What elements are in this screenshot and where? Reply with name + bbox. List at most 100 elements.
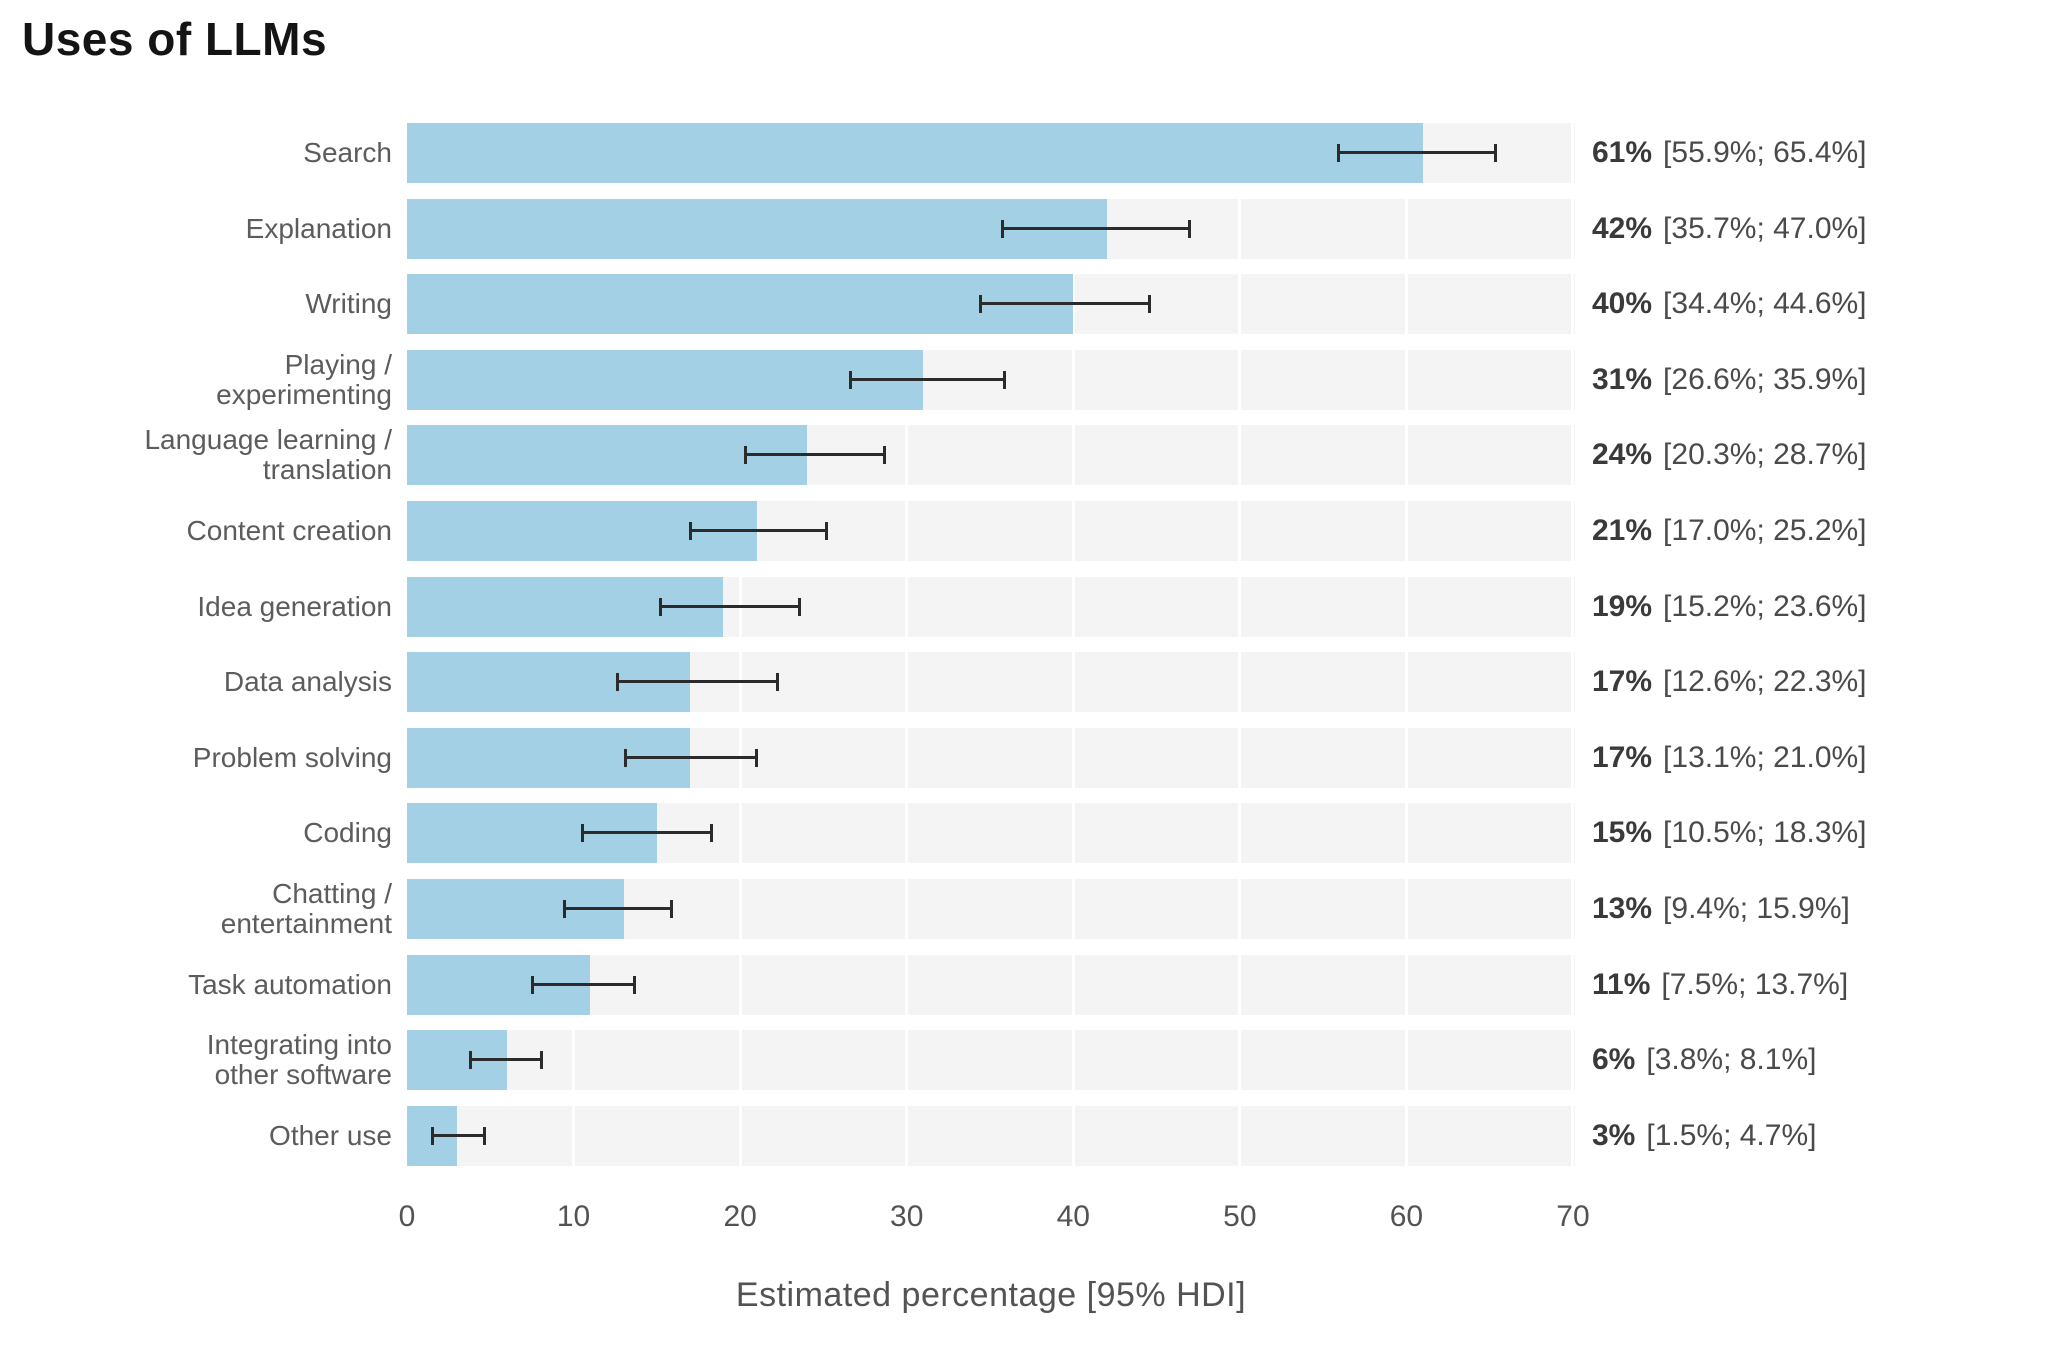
error-bar-cap-right (754, 748, 758, 767)
gridline (738, 803, 742, 864)
x-tick-label: 10 (556, 1200, 591, 1233)
gridline (905, 954, 909, 1015)
error-bar-line (850, 377, 1005, 381)
value-percent: 17% (1592, 665, 1653, 699)
error-bar-line (745, 453, 886, 457)
category-label: Chatting / entertainment (0, 879, 392, 939)
x-tick-label: 60 (1389, 1200, 1424, 1233)
gridline (738, 954, 742, 1015)
error-bar (615, 652, 780, 712)
gridline (1071, 652, 1075, 713)
error-bar-cap-right (1147, 295, 1151, 314)
gridline (1404, 803, 1408, 864)
category-label: Coding (0, 803, 392, 863)
gridline (1404, 274, 1408, 335)
gridline (1071, 1030, 1075, 1091)
chart-title: Uses of LLMs (22, 13, 328, 65)
gridline (1571, 274, 1575, 335)
error-bar-cap-left (1000, 219, 1004, 238)
value-label: 11% [7.5%; 13.7%] (1592, 955, 1848, 1015)
value-percent: 13% (1592, 892, 1653, 925)
category-label-line: Explanation (245, 212, 392, 244)
value-interval: [3.8%; 8.1%] (1646, 1043, 1817, 1077)
gridline (1238, 879, 1242, 939)
chart-row (407, 501, 1575, 561)
error-bar (469, 1030, 543, 1090)
value-percent: 3% (1592, 1118, 1636, 1152)
value-percent: 21% (1592, 514, 1653, 547)
gridline (1571, 349, 1575, 410)
error-bar-cap-left (689, 522, 693, 540)
gridline (1238, 1030, 1242, 1091)
value-percent: 6% (1592, 1043, 1636, 1077)
error-bar (580, 803, 713, 863)
category-label-line: Idea generation (197, 590, 392, 622)
gridline (1238, 803, 1242, 864)
gridline (1238, 425, 1242, 486)
category-label-line: experimenting (216, 378, 392, 410)
value-percent: 31% (1592, 362, 1653, 396)
value-percent: 19% (1592, 589, 1653, 623)
gridline (905, 652, 909, 713)
category-label: Other use (0, 1106, 392, 1166)
error-bar-cap-left (530, 975, 534, 994)
gridline (1571, 954, 1575, 1015)
gridline (1071, 576, 1075, 637)
value-interval: [34.4%; 44.6%] (1663, 287, 1867, 321)
value-interval: [26.6%; 35.9%] (1663, 362, 1867, 396)
category-label-line: entertainment (220, 908, 392, 939)
gridline (1238, 727, 1242, 788)
category-label-line: other software (214, 1059, 392, 1091)
value-label: 61% [55.9%; 65.4%] (1592, 123, 1867, 183)
value-percent: 11% (1592, 967, 1651, 1001)
gridline (905, 803, 909, 864)
chart-row (407, 954, 1575, 1015)
chart-row (407, 425, 1575, 486)
gridline (1404, 198, 1408, 259)
error-bar-line (1001, 226, 1190, 230)
value-label: 19% [15.2%; 23.6%] (1592, 577, 1867, 637)
error-bar-cap-right (798, 597, 802, 616)
gridline (1404, 501, 1408, 561)
chart-row (407, 1105, 1575, 1166)
error-bar (744, 425, 887, 485)
error-bar-cap-right (483, 1126, 487, 1145)
gridline (1238, 349, 1242, 410)
gridline (905, 425, 909, 486)
category-label: Playing / experimenting (0, 349, 392, 410)
value-label: 3% [1.5%; 4.7%] (1592, 1106, 1816, 1166)
error-bar-cap-left (469, 1051, 473, 1070)
error-bar-cap-right (633, 975, 637, 994)
value-interval: [12.6%; 22.3%] (1663, 665, 1867, 699)
error-bar-cap-right (539, 1051, 543, 1070)
gridline (1071, 727, 1075, 788)
gridline (1404, 1105, 1408, 1166)
value-label: 17% [13.1%; 21.0%] (1592, 728, 1867, 788)
error-bar-cap-left (562, 900, 566, 918)
gridline (905, 501, 909, 561)
value-label: 24% [20.3%; 28.7%] (1592, 425, 1867, 485)
error-bar-cap-left (744, 446, 748, 465)
value-percent: 15% (1592, 816, 1653, 850)
chart-row (407, 349, 1575, 410)
gridline (738, 1105, 742, 1166)
gridline (572, 1030, 576, 1091)
error-bar (849, 350, 1006, 410)
gridline (1571, 1105, 1575, 1166)
error-bar-cap-right (1002, 370, 1006, 389)
gridline (1238, 652, 1242, 713)
category-label-line: Other use (269, 1119, 392, 1151)
chart-row (407, 727, 1575, 788)
row-background (407, 1030, 1575, 1091)
error-bar-cap-left (979, 295, 982, 314)
gridline (905, 1105, 909, 1166)
chart-row (407, 1030, 1575, 1091)
value-label: 15% [10.5%; 18.3%] (1592, 803, 1867, 863)
category-label: Data analysis (0, 652, 392, 712)
category-label-line: Problem solving (192, 741, 392, 773)
error-bar (430, 1106, 487, 1166)
value-interval: [55.9%; 65.4%] (1663, 136, 1867, 169)
value-interval: [9.4%; 15.9%] (1663, 892, 1850, 925)
value-label: 21% [17.0%; 25.2%] (1592, 501, 1867, 561)
